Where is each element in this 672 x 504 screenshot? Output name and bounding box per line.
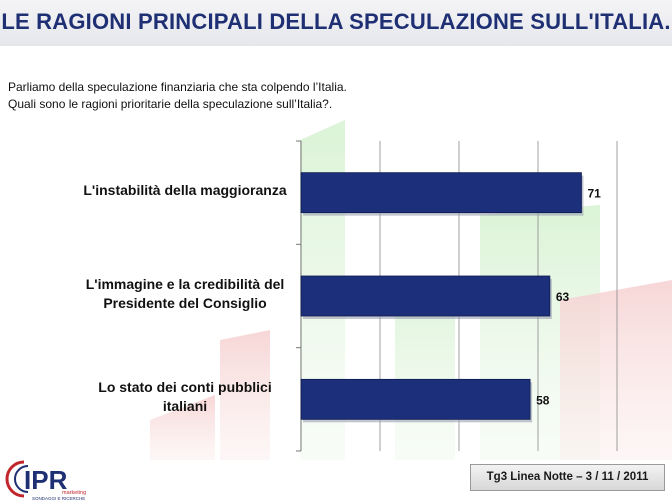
- page-title: LE RAGIONI PRINCIPALI DELLA SPECULAZIONE…: [1, 9, 671, 34]
- data-label: 71: [587, 187, 601, 201]
- category-label-line: L'instabilità della maggioranza: [83, 182, 287, 199]
- category-label: L'immagine e la credibilità del President…: [40, 275, 330, 313]
- survey-question: Parliamo della speculazione finanziaria …: [8, 79, 478, 113]
- category-label-line: L'immagine e la credibilità del: [85, 276, 285, 292]
- category-label-line: Presidente del Consiglio: [103, 295, 267, 311]
- category-label-line: italiani: [162, 398, 208, 415]
- category-label-line: Lo stato dei conti pubblici: [98, 379, 272, 396]
- bar: [300, 275, 551, 317]
- ipr-logo: IPR marketing SONDAGGI E RICERCHE: [5, 460, 86, 501]
- category-label: L'instabilità della maggioranza: [40, 181, 330, 200]
- logo-text: IPR: [24, 465, 68, 495]
- data-label: 63: [556, 290, 570, 304]
- bar: [300, 172, 582, 214]
- logo-tagline-1: marketing: [62, 490, 86, 496]
- question-line-1: Parliamo della speculazione finanziaria …: [8, 80, 347, 94]
- category-label: Lo stato dei conti pubblici italiani: [40, 378, 330, 416]
- bar: [300, 378, 531, 420]
- question-line-2: Quali sono le ragioni prioritarie della …: [8, 97, 333, 111]
- data-label: 58: [536, 393, 550, 407]
- footer-source: Tg3 Linea Notte – 3 / 11 / 2011: [470, 464, 665, 491]
- title-bar: LE RAGIONI PRINCIPALI DELLA SPECULAZIONE…: [0, 0, 672, 46]
- logo-tagline-2: SONDAGGI E RICERCHE: [32, 496, 85, 501]
